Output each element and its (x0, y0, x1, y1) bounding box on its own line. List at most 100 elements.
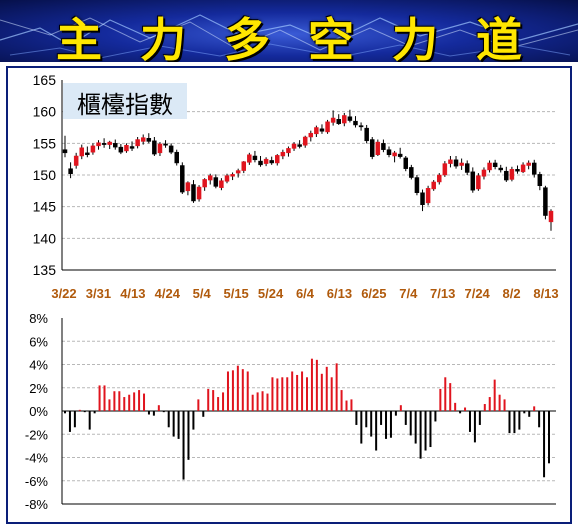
oscillator-bar (399, 405, 402, 411)
oscillator-bar (286, 377, 289, 411)
oscillator-bar (217, 397, 220, 411)
oscillator-bar (88, 411, 91, 430)
candle-body (174, 151, 179, 164)
candle-body (163, 143, 168, 146)
candle-body (258, 160, 263, 166)
oscillator-bar (340, 390, 343, 411)
oscillator-bar (241, 369, 244, 411)
oscillator-bar (108, 399, 111, 411)
oscillator-bar (464, 407, 467, 411)
candle-body (90, 145, 96, 153)
candle-body (73, 155, 79, 166)
title-banner: 主力多空力道 (0, 0, 578, 62)
date-tick-label: 7/13 (430, 286, 455, 301)
candle-body (498, 167, 503, 171)
candle-body (437, 174, 442, 183)
oscillator-bar (177, 411, 180, 439)
candle-body (286, 148, 291, 154)
candle-body (247, 154, 252, 163)
candle-body (358, 125, 364, 128)
oscillator-bar (231, 370, 234, 411)
candle-body (202, 179, 207, 188)
oscillator-bar (488, 397, 491, 411)
oscillator-bar (83, 411, 86, 413)
oscillator-grid (62, 340, 556, 482)
candle-body (62, 149, 68, 154)
oscillator-y-tick-label: 8% (29, 311, 48, 326)
oscillator-bar (143, 393, 146, 411)
candle-body (140, 137, 146, 142)
candle-body (96, 142, 101, 147)
oscillator-bar (409, 411, 412, 436)
oscillator-bar (444, 377, 447, 411)
candle-body (230, 174, 235, 177)
oscillator-bar (73, 411, 76, 428)
price-axis: 165 160 155 150 145 140 135 (33, 72, 556, 278)
candle-body (397, 153, 403, 157)
candle-body (353, 120, 358, 126)
oscillator-bar (310, 358, 313, 411)
oscillator-bar (256, 392, 259, 411)
candle-body (68, 168, 73, 174)
candle-body (314, 127, 319, 135)
oscillator-bar (473, 411, 476, 443)
oscillator-bar (518, 411, 521, 430)
candle-body (308, 132, 314, 138)
candle-body (235, 170, 241, 174)
oscillator-bar (68, 411, 71, 432)
date-tick-label: 6/13 (327, 286, 352, 301)
candle-body (459, 162, 464, 166)
date-tick-label: 6/25 (361, 286, 386, 301)
price-y-tick-label: 145 (33, 199, 57, 215)
oscillator-bar (533, 406, 536, 411)
oscillator-bar (118, 391, 121, 411)
candle-body (79, 147, 85, 157)
candle-body (392, 152, 397, 157)
candle-body (492, 162, 498, 168)
candle-body (191, 184, 196, 202)
candle-body (152, 140, 157, 155)
candle-body (369, 139, 375, 157)
price-y-tick-label: 155 (33, 135, 57, 151)
candle-body (381, 143, 386, 150)
date-tick-label: 5/4 (193, 286, 212, 301)
price-y-tick-label: 160 (33, 104, 57, 120)
oscillator-bar (449, 383, 452, 411)
candle-body (448, 159, 453, 164)
oscillator-bar (133, 392, 136, 411)
price-y-tick-label: 140 (33, 230, 57, 246)
candle-body (481, 169, 487, 177)
oscillator-bar (350, 399, 353, 411)
candle-body (224, 175, 230, 182)
oscillator-bar (182, 411, 185, 480)
oscillator-bar (375, 411, 378, 451)
candle-body (464, 163, 470, 173)
price-x-labels: 3/22 3/31 4/13 4/24 5/4 5/15 5/24 6/4 6/13 6/25 7/… (51, 286, 558, 301)
oscillator-bar (523, 411, 526, 414)
oscillator-bar (271, 377, 274, 411)
candle-body (543, 187, 548, 216)
banner-title: 主力多空力道 (56, 13, 560, 62)
candle-body (185, 182, 191, 192)
oscillator-bar (113, 391, 116, 411)
oscillator-bar (424, 411, 427, 451)
candle-body (342, 115, 347, 124)
candle-body (336, 119, 341, 124)
oscillator-bar (345, 400, 348, 411)
oscillator-bar (157, 405, 160, 411)
oscillator-bar (266, 393, 269, 411)
date-tick-label: 5/15 (223, 286, 248, 301)
oscillator-bar (513, 411, 516, 434)
candle-body (85, 152, 90, 155)
oscillator-bar (291, 371, 294, 411)
oscillator-bar (202, 411, 205, 417)
oscillator-bar (64, 411, 66, 414)
candle-body (275, 155, 280, 164)
candle-body (364, 127, 369, 142)
oscillator-bar (394, 411, 397, 416)
oscillator-bar (147, 411, 150, 415)
candle-body (453, 159, 459, 167)
oscillator-y-tick-label: -8% (25, 497, 49, 512)
oscillator-bar (222, 392, 225, 411)
oscillator-bar (330, 377, 333, 411)
